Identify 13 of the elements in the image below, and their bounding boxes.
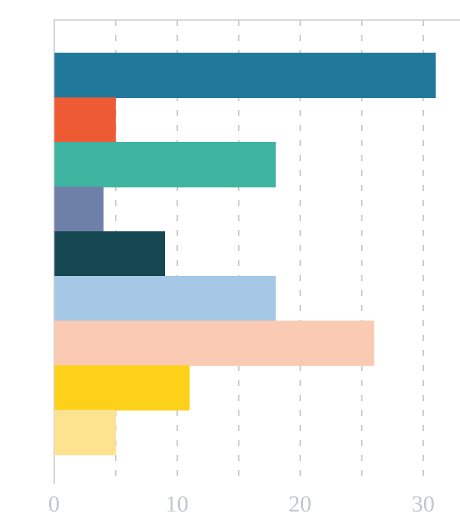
bar: [54, 231, 166, 277]
bar: [54, 320, 374, 366]
x-tick-label: 10: [166, 492, 189, 515]
bar: [54, 365, 190, 411]
bar: [54, 97, 116, 143]
bar: [54, 142, 276, 188]
bar: [54, 410, 116, 456]
x-tick-label: 20: [288, 492, 312, 515]
bar: [54, 52, 436, 98]
x-tick-label: 30: [412, 492, 435, 515]
bar: [54, 276, 276, 322]
bar: [54, 186, 104, 232]
x-tick-label: 0: [48, 492, 60, 515]
